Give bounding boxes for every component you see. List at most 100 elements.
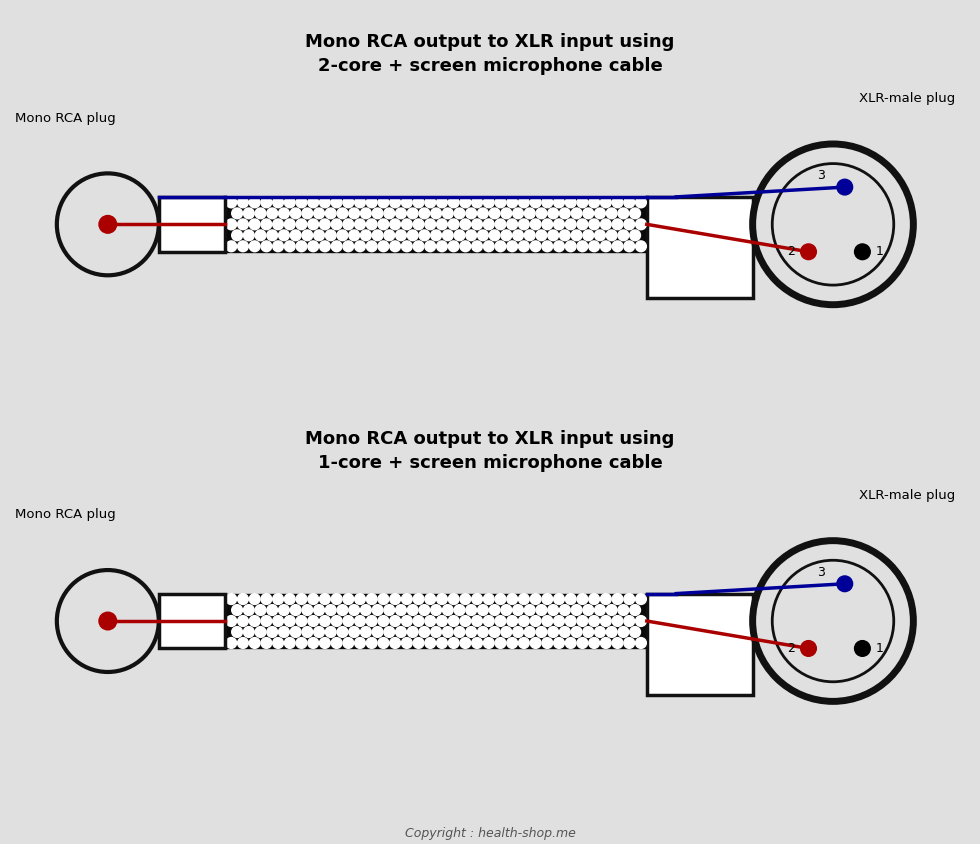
Circle shape bbox=[577, 593, 588, 604]
Circle shape bbox=[565, 241, 576, 252]
Circle shape bbox=[460, 637, 470, 648]
Circle shape bbox=[530, 637, 541, 648]
Circle shape bbox=[495, 197, 506, 208]
Circle shape bbox=[577, 197, 588, 208]
Circle shape bbox=[425, 219, 436, 230]
Circle shape bbox=[530, 241, 541, 252]
Circle shape bbox=[331, 219, 342, 230]
Circle shape bbox=[577, 615, 588, 626]
Circle shape bbox=[349, 230, 360, 241]
Circle shape bbox=[343, 637, 354, 648]
Circle shape bbox=[607, 604, 617, 615]
Circle shape bbox=[308, 241, 319, 252]
Circle shape bbox=[460, 241, 470, 252]
Circle shape bbox=[589, 197, 600, 208]
Circle shape bbox=[589, 615, 600, 626]
Circle shape bbox=[372, 230, 383, 241]
Circle shape bbox=[419, 626, 430, 637]
Circle shape bbox=[231, 604, 242, 615]
Circle shape bbox=[225, 593, 236, 604]
Circle shape bbox=[290, 604, 301, 615]
Circle shape bbox=[565, 615, 576, 626]
Circle shape bbox=[302, 604, 313, 615]
Circle shape bbox=[518, 197, 529, 208]
Circle shape bbox=[402, 219, 413, 230]
Circle shape bbox=[518, 615, 529, 626]
Circle shape bbox=[325, 230, 336, 241]
Circle shape bbox=[267, 626, 277, 637]
Circle shape bbox=[471, 615, 482, 626]
Circle shape bbox=[460, 219, 470, 230]
Circle shape bbox=[460, 615, 470, 626]
Circle shape bbox=[589, 219, 600, 230]
Circle shape bbox=[454, 230, 465, 241]
Circle shape bbox=[331, 197, 342, 208]
Circle shape bbox=[530, 593, 541, 604]
Circle shape bbox=[314, 604, 324, 615]
Circle shape bbox=[296, 219, 307, 230]
Circle shape bbox=[448, 197, 459, 208]
Circle shape bbox=[466, 626, 476, 637]
Circle shape bbox=[442, 626, 453, 637]
Circle shape bbox=[431, 626, 442, 637]
Circle shape bbox=[255, 604, 266, 615]
Circle shape bbox=[542, 241, 553, 252]
Circle shape bbox=[255, 626, 266, 637]
Circle shape bbox=[448, 637, 459, 648]
Circle shape bbox=[630, 626, 641, 637]
Circle shape bbox=[367, 241, 377, 252]
Circle shape bbox=[367, 593, 377, 604]
Circle shape bbox=[548, 208, 559, 219]
Circle shape bbox=[290, 230, 301, 241]
Circle shape bbox=[448, 593, 459, 604]
Circle shape bbox=[414, 197, 424, 208]
Circle shape bbox=[612, 241, 623, 252]
Circle shape bbox=[518, 593, 529, 604]
Circle shape bbox=[278, 604, 289, 615]
Circle shape bbox=[542, 615, 553, 626]
Circle shape bbox=[308, 637, 319, 648]
Circle shape bbox=[595, 230, 606, 241]
Circle shape bbox=[565, 593, 576, 604]
Circle shape bbox=[542, 637, 553, 648]
Circle shape bbox=[471, 241, 482, 252]
Circle shape bbox=[495, 637, 506, 648]
Text: XLR-male plug: XLR-male plug bbox=[859, 92, 956, 105]
Circle shape bbox=[483, 197, 494, 208]
Text: 2: 2 bbox=[787, 246, 795, 258]
Circle shape bbox=[589, 593, 600, 604]
Circle shape bbox=[249, 219, 260, 230]
Bar bbox=[225, 593, 647, 648]
Circle shape bbox=[231, 208, 242, 219]
Circle shape bbox=[513, 626, 523, 637]
Circle shape bbox=[225, 241, 236, 252]
Circle shape bbox=[314, 626, 324, 637]
Circle shape bbox=[261, 593, 271, 604]
Circle shape bbox=[414, 593, 424, 604]
Circle shape bbox=[612, 197, 623, 208]
Text: Mono RCA output to XLR input using
2-core + screen microphone cable: Mono RCA output to XLR input using 2-cor… bbox=[306, 33, 674, 75]
Circle shape bbox=[577, 637, 588, 648]
Circle shape bbox=[249, 241, 260, 252]
Circle shape bbox=[243, 626, 254, 637]
Circle shape bbox=[331, 241, 342, 252]
Circle shape bbox=[513, 230, 523, 241]
Circle shape bbox=[361, 230, 371, 241]
Circle shape bbox=[630, 208, 641, 219]
Circle shape bbox=[565, 197, 576, 208]
Circle shape bbox=[378, 593, 389, 604]
Circle shape bbox=[477, 230, 488, 241]
Circle shape bbox=[460, 593, 470, 604]
Circle shape bbox=[249, 637, 260, 648]
Circle shape bbox=[261, 637, 271, 648]
Circle shape bbox=[624, 615, 635, 626]
Circle shape bbox=[501, 230, 512, 241]
Circle shape bbox=[57, 173, 159, 275]
Circle shape bbox=[384, 230, 395, 241]
Circle shape bbox=[284, 637, 295, 648]
Text: 3: 3 bbox=[817, 565, 825, 578]
Circle shape bbox=[343, 219, 354, 230]
Text: 1: 1 bbox=[876, 642, 884, 655]
Circle shape bbox=[349, 604, 360, 615]
Circle shape bbox=[636, 637, 647, 648]
